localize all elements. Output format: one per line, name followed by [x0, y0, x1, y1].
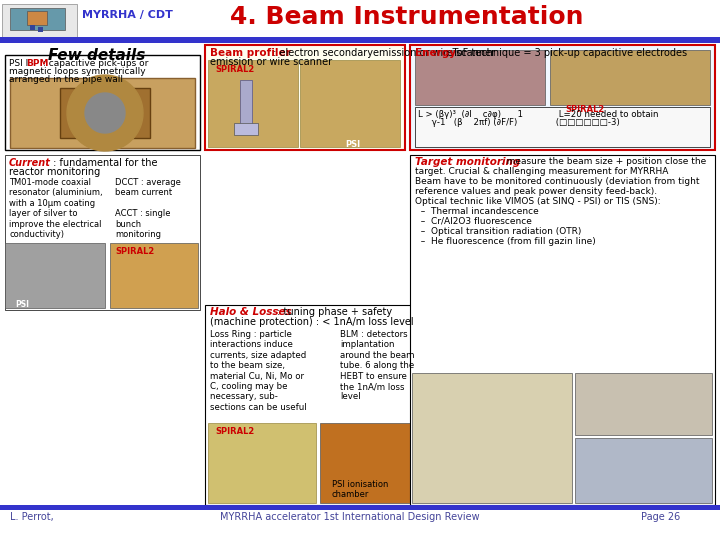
Text: : ToF technique = 3 pick-up capacitive electrodes: : ToF technique = 3 pick-up capacitive e…	[443, 48, 687, 58]
Text: reference values and peak power density feed-back).: reference values and peak power density …	[415, 187, 657, 196]
Text: : fundamental for the: : fundamental for the	[50, 158, 158, 168]
Text: L > (βγ)³  (∂l    c∂φ)      1             L=20 needed to obtain: L > (βγ)³ (∂l c∂φ) 1 L=20 needed to obta…	[418, 110, 659, 119]
Bar	[412, 373, 572, 503]
Text: Beam profiler: Beam profiler	[210, 48, 291, 58]
Bar	[5, 155, 200, 310]
Bar	[38, 27, 43, 32]
Text: BPM: BPM	[26, 59, 48, 68]
Text: magnetic loops symmetrically: magnetic loops symmetrically	[9, 67, 145, 76]
Text: Page 26: Page 26	[641, 512, 680, 522]
Bar	[110, 243, 198, 308]
Text: –  He fluorescence (from fill gazin line): – He fluorescence (from fill gazin line)	[415, 237, 595, 246]
Text: γ-1   (β    2πf) (∂F/F)              (□□□□□□-3): γ-1 (β 2πf) (∂F/F) (□□□□□□-3)	[418, 118, 620, 127]
Bar	[205, 305, 515, 505]
Text: target. Crucial & challenging measurement for MYRRHA: target. Crucial & challenging measuremen…	[415, 167, 668, 176]
Bar	[415, 107, 710, 147]
Text: TM01-mode coaxial
resonator (aluminium,
with a 10μm coating
layer of silver to
i: TM01-mode coaxial resonator (aluminium, …	[9, 178, 103, 239]
Bar	[0, 39, 720, 43]
Bar	[0, 505, 720, 510]
Text: emission or wire scanner: emission or wire scanner	[210, 57, 332, 67]
Bar	[575, 373, 712, 435]
Text: (machine protection) : < 1nA/m loss level: (machine protection) : < 1nA/m loss leve…	[210, 317, 413, 327]
Text: –  Thermal incandescence: – Thermal incandescence	[415, 207, 539, 216]
Text: SPIRAL2: SPIRAL2	[215, 65, 254, 74]
Text: BLM : detectors
implantation
around the beam
tube. 6 along the
HEBT to ensure
th: BLM : detectors implantation around the …	[340, 330, 415, 401]
Bar	[5, 55, 200, 150]
Bar	[234, 123, 258, 135]
Text: SPIRAL2: SPIRAL2	[565, 105, 604, 114]
Text: MYRRHA / CDT: MYRRHA / CDT	[82, 10, 173, 20]
Text: 4. Beam Instrumentation: 4. Beam Instrumentation	[230, 5, 583, 29]
Bar	[240, 80, 252, 125]
Bar	[2, 4, 77, 38]
Text: : electron secondaryemission or wire scanner: : electron secondaryemission or wire sca…	[270, 48, 495, 58]
Bar	[60, 88, 150, 138]
Bar	[208, 423, 316, 503]
Bar	[410, 45, 715, 150]
Text: MYRRHA accelerator 1st International Design Review: MYRRHA accelerator 1st International Des…	[220, 512, 480, 522]
Bar	[0, 37, 720, 42]
Text: Current: Current	[9, 158, 51, 168]
Text: Optical technic like VIMOS (at SINQ - PSI) or TIS (SNS):: Optical technic like VIMOS (at SINQ - PS…	[415, 197, 661, 206]
Bar	[550, 50, 710, 105]
Text: –  Cr/Al2O3 fluorescence: – Cr/Al2O3 fluorescence	[415, 217, 532, 226]
Bar	[205, 45, 405, 150]
Text: : tuning phase + safety: : tuning phase + safety	[274, 307, 392, 317]
Text: : measure the beam size + position close the: : measure the beam size + position close…	[498, 157, 706, 166]
Text: L. Perrot,: L. Perrot,	[10, 512, 54, 522]
Text: Beam have to be monitored continuously (deviation from tight: Beam have to be monitored continuously (…	[415, 177, 700, 186]
Bar	[208, 60, 298, 147]
Bar	[300, 60, 400, 147]
Text: –  Optical transition radiation (OTR): – Optical transition radiation (OTR)	[415, 227, 581, 236]
Bar	[10, 8, 65, 30]
Text: PSI: PSI	[345, 140, 360, 149]
Polygon shape	[67, 75, 143, 151]
Bar	[27, 11, 47, 25]
Bar	[30, 25, 35, 30]
Bar	[5, 243, 105, 308]
Bar	[575, 438, 712, 503]
Text: Halo & Losses: Halo & Losses	[210, 307, 292, 317]
Text: SPIRAL2: SPIRAL2	[215, 427, 254, 436]
Text: SPIRAL2: SPIRAL2	[115, 247, 154, 256]
Text: DCCT : average
beam current

ACCT : single
bunch
monitoring: DCCT : average beam current ACCT : singl…	[115, 178, 181, 239]
Bar	[320, 423, 410, 503]
Polygon shape	[85, 93, 125, 133]
Bar	[10, 78, 195, 148]
Text: Energy: Energy	[415, 48, 456, 58]
Bar	[415, 50, 545, 105]
Text: PSI ionisation
chamber: PSI ionisation chamber	[332, 480, 388, 500]
Text: PSI: PSI	[15, 300, 29, 309]
Text: Few details: Few details	[48, 48, 145, 63]
Text: PSI I: PSI I	[9, 59, 31, 68]
Text: : capacitive pick-ups or: : capacitive pick-ups or	[43, 59, 148, 68]
Text: Loss Ring : particle
interactions induce
currents, size adapted
to the beam size: Loss Ring : particle interactions induce…	[210, 330, 307, 412]
Text: Target monitoring: Target monitoring	[415, 157, 521, 167]
Text: reactor monitoring: reactor monitoring	[9, 167, 100, 177]
Text: arranged in the pipe wall: arranged in the pipe wall	[9, 75, 123, 84]
Bar	[410, 155, 715, 505]
